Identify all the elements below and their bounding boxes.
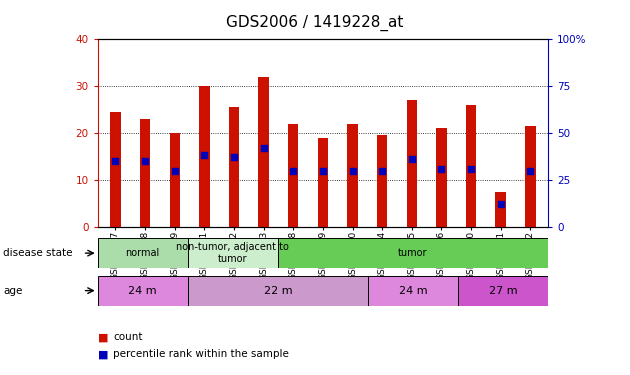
Point: [466, 166, 476, 172]
Text: disease state: disease state: [3, 248, 72, 258]
Bar: [188, 276, 368, 306]
Text: 24 m: 24 m: [399, 286, 427, 296]
Bar: [169, 133, 180, 227]
Point: [110, 158, 120, 164]
Text: percentile rank within the sample: percentile rank within the sample: [113, 350, 289, 359]
Bar: [496, 192, 506, 227]
Point: [496, 201, 506, 207]
Point: [169, 168, 180, 174]
Point: [318, 168, 328, 174]
Bar: [318, 138, 328, 227]
Point: [348, 168, 358, 174]
Bar: [199, 86, 210, 227]
Point: [407, 156, 417, 162]
Point: [229, 154, 239, 160]
Point: [258, 145, 268, 151]
Bar: [368, 276, 458, 306]
Point: [140, 158, 150, 164]
Bar: [525, 126, 536, 227]
Text: normal: normal: [125, 248, 160, 258]
Bar: [140, 119, 150, 227]
Text: count: count: [113, 333, 143, 342]
Bar: [278, 238, 548, 268]
Bar: [377, 135, 387, 227]
Text: 27 m: 27 m: [489, 286, 517, 296]
Bar: [188, 238, 278, 268]
Bar: [258, 77, 269, 227]
Bar: [466, 105, 476, 227]
Point: [288, 168, 298, 174]
Text: non-tumor, adjacent to
tumor: non-tumor, adjacent to tumor: [176, 242, 289, 264]
Text: ■: ■: [98, 350, 108, 359]
Point: [199, 152, 209, 157]
Bar: [98, 276, 188, 306]
Bar: [110, 112, 120, 227]
Point: [377, 168, 387, 174]
Text: GDS2006 / 1419228_at: GDS2006 / 1419228_at: [226, 15, 404, 31]
Bar: [288, 124, 299, 227]
Bar: [347, 124, 358, 227]
Text: 22 m: 22 m: [263, 286, 292, 296]
Bar: [406, 100, 417, 227]
Bar: [436, 128, 447, 227]
Point: [437, 166, 447, 172]
Bar: [458, 276, 548, 306]
Bar: [98, 238, 188, 268]
Text: 24 m: 24 m: [129, 286, 157, 296]
Text: age: age: [3, 286, 23, 296]
Bar: [229, 107, 239, 227]
Text: tumor: tumor: [398, 248, 428, 258]
Text: ■: ■: [98, 333, 108, 342]
Point: [525, 168, 536, 174]
